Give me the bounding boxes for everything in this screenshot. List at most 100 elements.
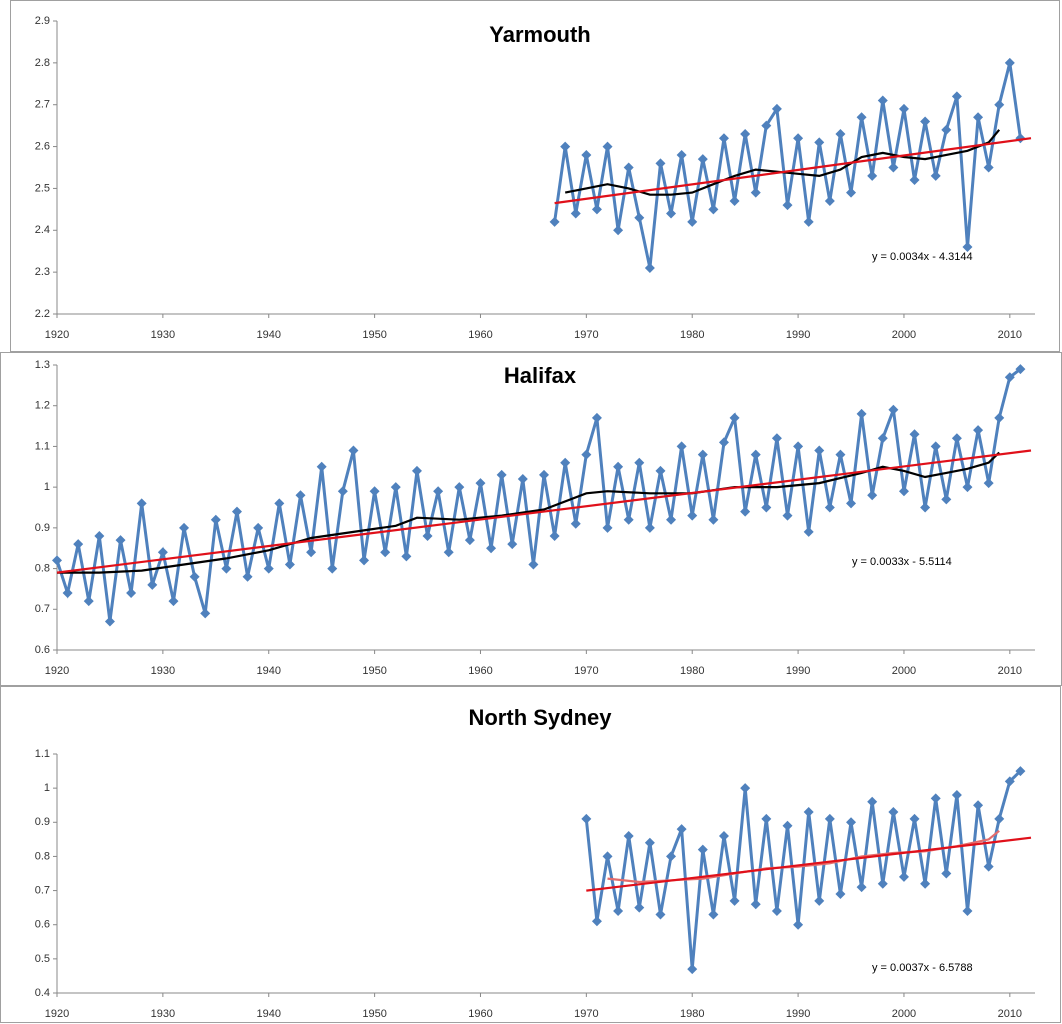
trend-equation: y = 0.0037x - 6.5788 [872, 962, 973, 974]
data-point [729, 195, 740, 206]
y-tick-label: 1 [44, 782, 50, 794]
chart-title: North Sydney [468, 705, 612, 730]
data-point [994, 813, 1005, 824]
y-tick-label: 2.8 [35, 57, 50, 69]
data-point [62, 588, 73, 598]
y-tick-label: 2.4 [35, 224, 50, 236]
data-point [983, 861, 994, 872]
data-point [994, 412, 1005, 423]
data-line [553, 62, 1022, 269]
y-tick-label: 0.7 [35, 884, 50, 896]
y-tick-label: 1.1 [35, 748, 50, 760]
x-tick-label: 1980 [680, 665, 704, 677]
data-point [591, 916, 602, 927]
data-point [676, 441, 687, 452]
data-point [644, 522, 655, 533]
y-tick-label: 2.9 [35, 15, 50, 27]
x-tick-label: 1990 [786, 1008, 810, 1020]
data-point [941, 124, 952, 135]
data-point [73, 539, 84, 550]
chart-title: Halifax [504, 363, 577, 388]
data-point [718, 437, 729, 448]
x-tick-label: 1920 [45, 1008, 69, 1020]
data-point [253, 522, 264, 533]
x-tick-label: 2000 [892, 665, 916, 677]
data-point [750, 899, 761, 910]
x-tick-label: 1950 [362, 329, 386, 341]
data-point [581, 149, 592, 160]
data-point [962, 906, 973, 917]
data-point [898, 103, 909, 114]
data-point [655, 465, 666, 476]
panel-frame [0, 686, 1061, 1023]
data-point [316, 461, 327, 472]
data-point [782, 200, 793, 211]
data-point [867, 170, 878, 181]
trend-line [56, 449, 1032, 574]
y-tick-label: 1.2 [35, 400, 50, 412]
data-point [782, 820, 793, 831]
y-tick-label: 0.8 [35, 562, 50, 574]
data-point [613, 225, 624, 236]
data-point [983, 162, 994, 173]
data-point [623, 830, 634, 841]
data-point [136, 498, 147, 509]
data-point [1004, 57, 1015, 68]
data-point [634, 902, 645, 913]
data-point [274, 498, 285, 509]
data-point [539, 469, 549, 480]
data-point [856, 882, 867, 893]
data-point [359, 555, 370, 566]
data-point [443, 547, 454, 558]
data-point [126, 588, 137, 598]
data-point [602, 851, 613, 862]
data-point [655, 158, 666, 169]
data-point [824, 502, 835, 513]
data-point [306, 547, 317, 558]
data-point [803, 526, 814, 537]
data-point [920, 116, 931, 127]
data-point [221, 563, 232, 574]
data-point [729, 412, 740, 423]
y-tick-label: 0.7 [35, 603, 50, 615]
data-point [369, 486, 380, 497]
data-point [867, 796, 878, 807]
data-point [750, 449, 761, 460]
data-point [761, 813, 772, 824]
y-tick-label: 0.9 [35, 816, 50, 828]
data-point [475, 478, 486, 489]
data-point [464, 535, 475, 546]
data-point [962, 242, 973, 253]
data-point [898, 486, 909, 497]
data-point [210, 514, 221, 525]
data-point [814, 137, 825, 148]
data-point [750, 187, 761, 198]
data-point [697, 844, 708, 855]
x-tick-label: 1930 [151, 329, 175, 341]
data-point [930, 170, 941, 181]
data-point [824, 195, 835, 206]
trend-line [586, 836, 1032, 892]
x-tick-label: 2000 [892, 1008, 916, 1020]
trend-equation: y = 0.0033x - 5.5114 [852, 556, 952, 568]
x-tick-label: 1930 [151, 1008, 175, 1020]
x-tick-label: 1960 [468, 665, 492, 677]
data-point [803, 807, 814, 818]
data-point [348, 445, 359, 456]
data-point [666, 851, 677, 862]
data-point [157, 547, 168, 558]
data-point [390, 482, 401, 493]
data-point [920, 502, 931, 513]
y-tick-label: 1 [44, 481, 50, 493]
data-point [920, 878, 931, 889]
data-point [560, 457, 571, 468]
data-point [951, 433, 962, 444]
x-tick-label: 1920 [45, 665, 69, 677]
data-point [666, 208, 677, 219]
data-point [655, 909, 666, 920]
y-tick-label: 0.9 [35, 522, 50, 534]
data-point [1004, 776, 1015, 787]
y-tick-label: 2.5 [35, 182, 50, 194]
data-point [231, 506, 242, 517]
data-point [771, 906, 782, 917]
